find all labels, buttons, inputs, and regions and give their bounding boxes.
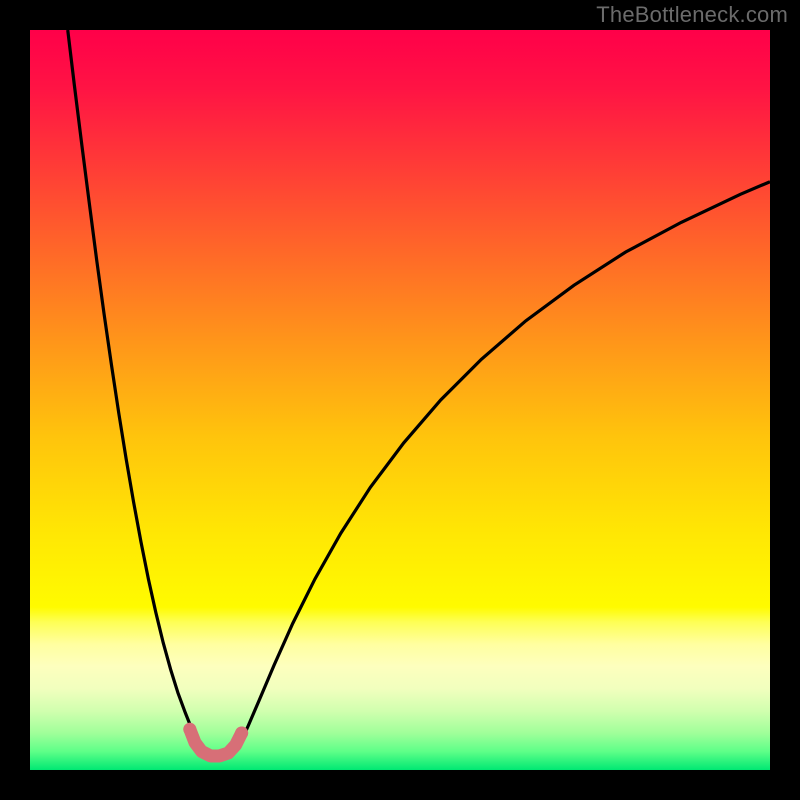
bottom-marker-dot-right — [235, 727, 248, 740]
plot-area — [30, 30, 770, 770]
curves-layer — [30, 30, 770, 770]
curve-left — [68, 30, 203, 750]
watermark: TheBottleneck.com — [596, 2, 788, 28]
curve-right — [236, 182, 770, 750]
bottom-marker-path — [190, 729, 242, 756]
bottom-marker-dot-left — [183, 723, 196, 736]
